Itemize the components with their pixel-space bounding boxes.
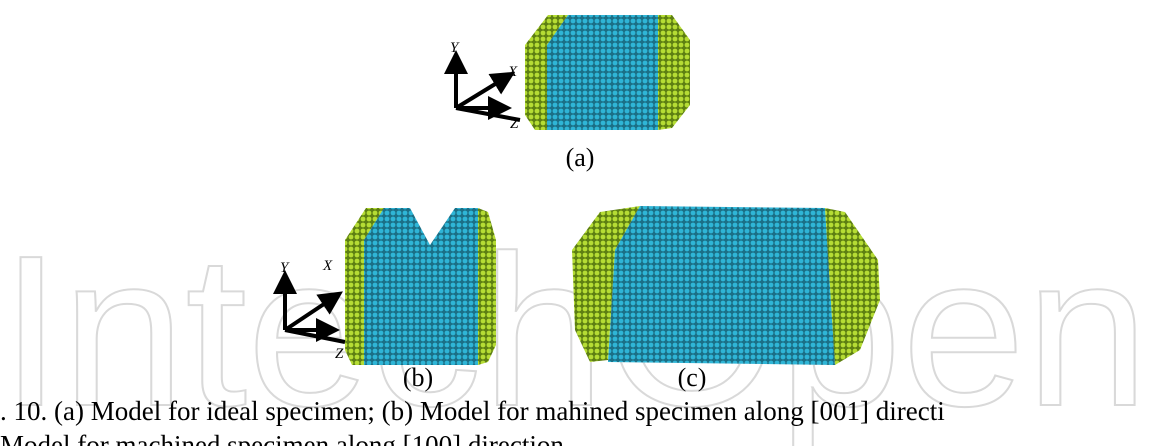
panel-label: (c) (678, 363, 707, 392)
caption-line: Model for machined specimen along [100] … (0, 430, 564, 446)
axis-label: Y (280, 260, 290, 276)
panel-b-axes (273, 270, 346, 344)
panel-b-model (345, 208, 496, 365)
axis-label: Z (335, 346, 344, 362)
axis-label: Y (450, 40, 460, 56)
axis-label: X (322, 258, 333, 274)
axis-label: X (507, 64, 518, 80)
axis-label: Z (510, 116, 519, 132)
panel-c-model (572, 206, 880, 365)
panel-label: (b) (403, 363, 433, 392)
panel-a-model (525, 15, 690, 130)
panel-label: (a) (566, 143, 595, 172)
caption-line: . 10. (a) Model for ideal specimen; (b) … (0, 396, 945, 426)
panel-a-axes (444, 50, 521, 122)
